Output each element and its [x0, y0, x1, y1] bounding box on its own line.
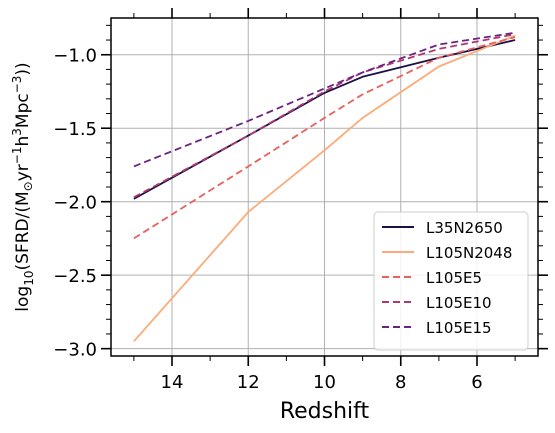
x-tick-label: 8	[395, 372, 406, 393]
y-tick-label: −3.0	[53, 340, 97, 361]
x-tick-label: 10	[313, 372, 336, 393]
legend-label: L35N2650	[426, 219, 503, 237]
x-tick-label: 12	[237, 372, 260, 393]
series-line-l105e10	[133, 33, 516, 199]
legend-label: L105E15	[426, 319, 492, 337]
series-line-l105n2048	[133, 34, 516, 342]
legend: L35N2650 L105N2048 L105E5 L105E10 L105E15	[373, 211, 529, 351]
y-axis-label: log10(SFRD/(M⊙yr−1h3Mpc−3))	[10, 62, 36, 311]
legend-box	[373, 211, 529, 351]
axis-ticks: 14 12 10 8 6 −3.0 −2.5 −2.0 −1.5 −1.0	[53, 8, 548, 393]
legend-label: L105E5	[426, 269, 482, 287]
y-tick-label: −1.5	[53, 119, 97, 140]
y-tick-label: −2.0	[53, 193, 97, 214]
y-tick-label: −1.0	[53, 46, 97, 67]
x-tick-label: 6	[471, 372, 482, 393]
series-line-l105e15	[133, 31, 516, 168]
series-lines	[133, 31, 516, 342]
legend-label: L105E10	[426, 294, 492, 312]
series-line-l105e5	[133, 36, 516, 240]
x-axis-label: Redshift	[280, 399, 370, 424]
x-tick-label: 14	[161, 372, 184, 393]
y-tick-label: −2.5	[53, 266, 97, 287]
legend-label: L105N2048	[426, 244, 512, 262]
